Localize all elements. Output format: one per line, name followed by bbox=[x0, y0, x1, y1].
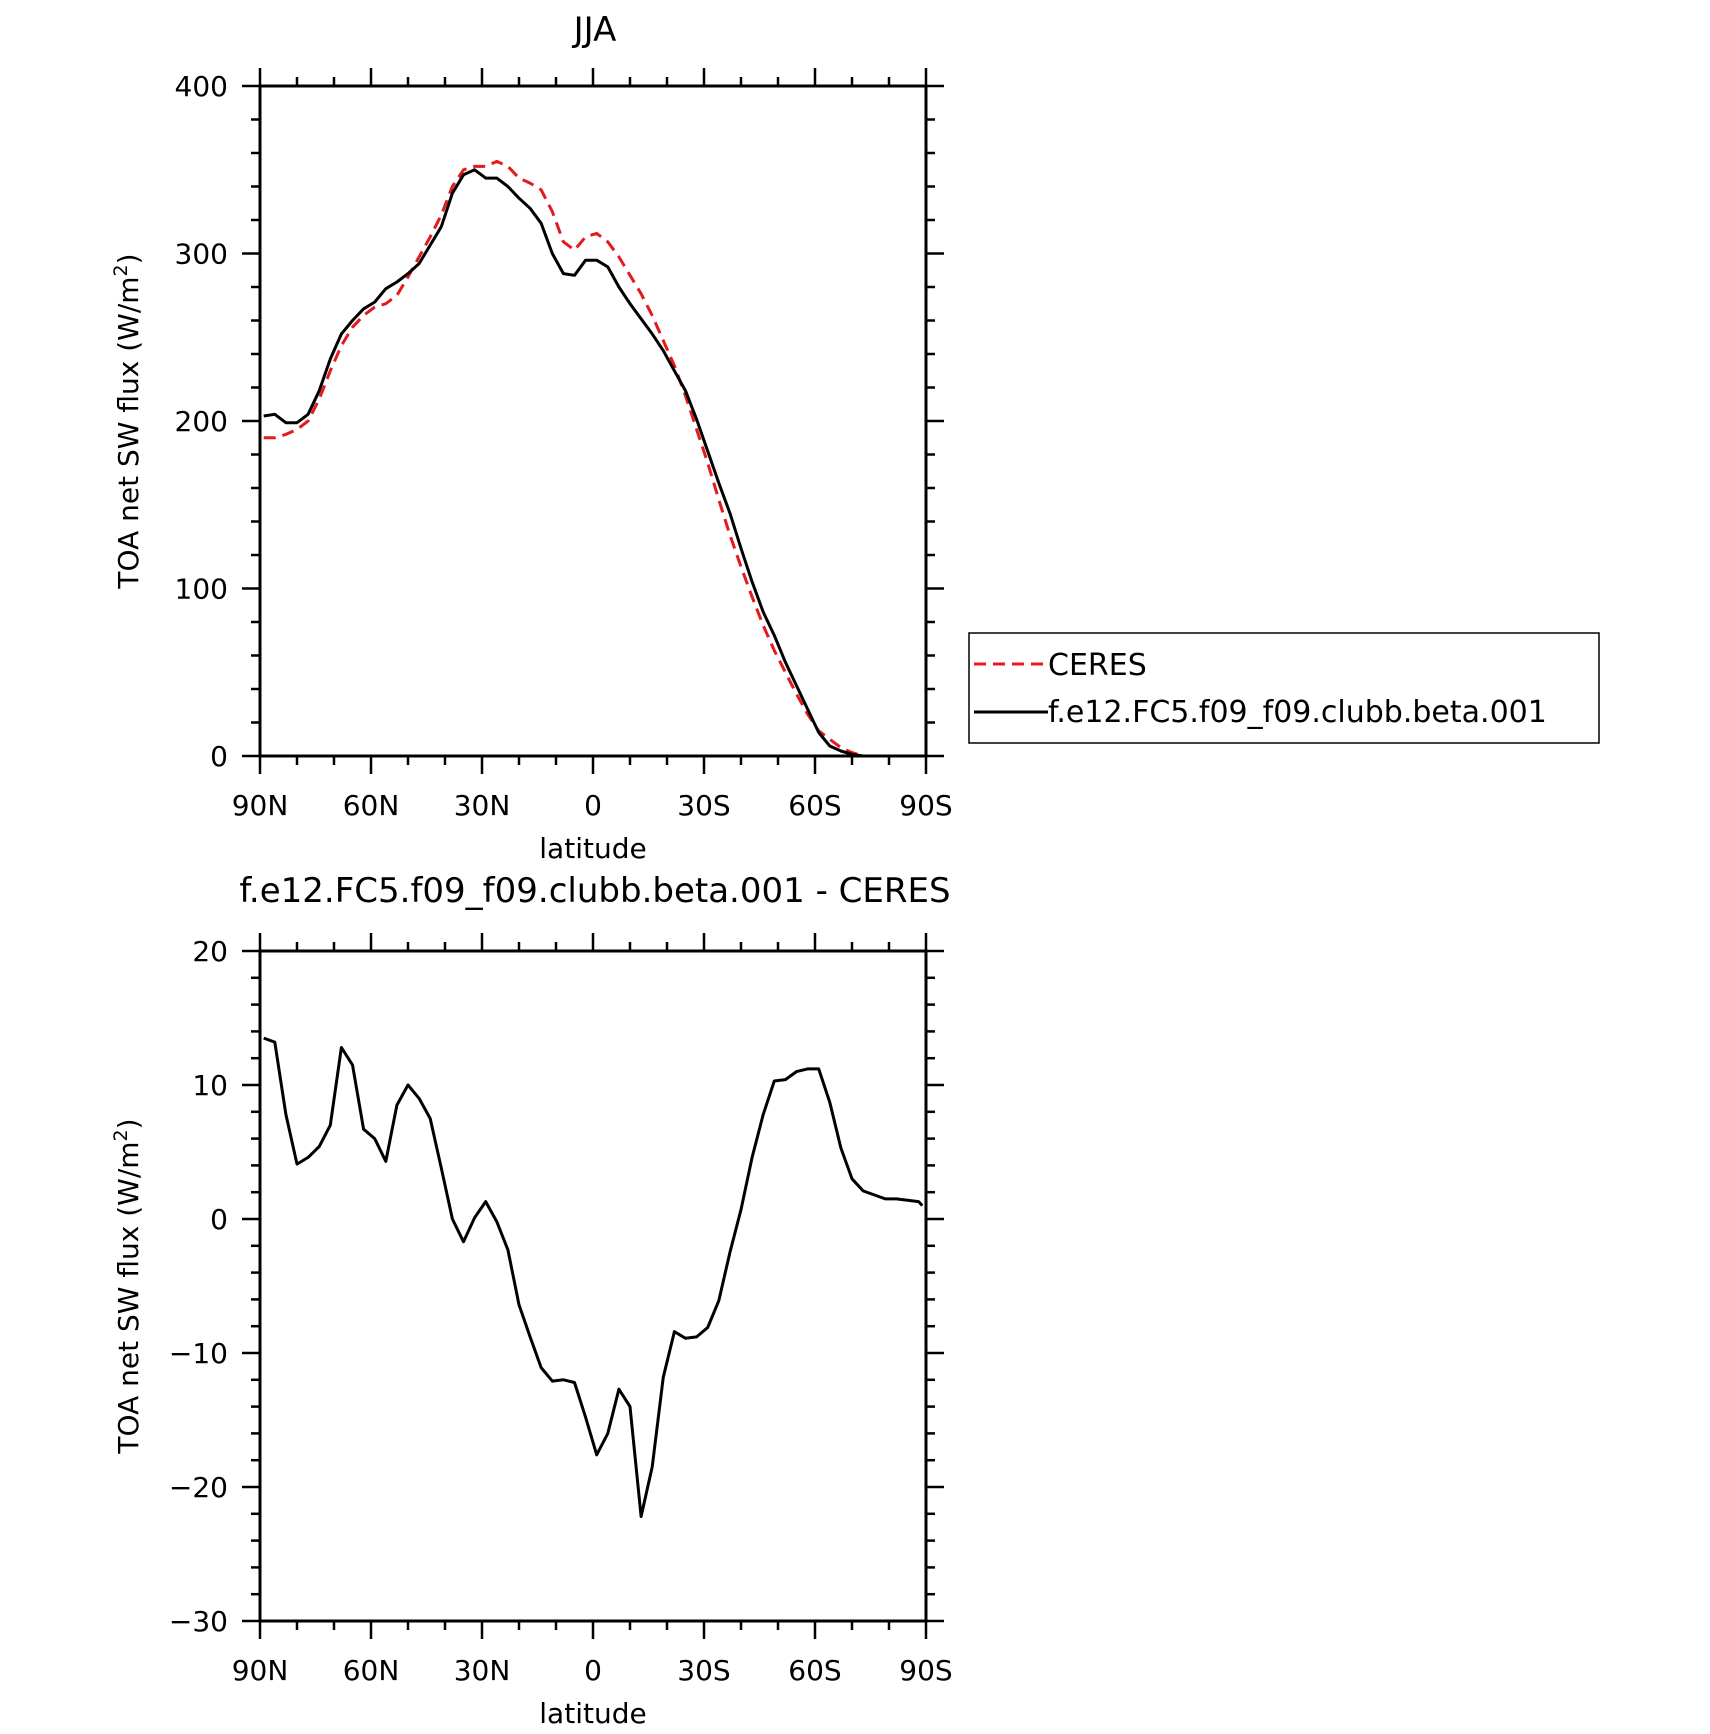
y-tick-label: 400 bbox=[175, 70, 228, 103]
plot-frame bbox=[258, 949, 928, 1623]
y-tick-label: −10 bbox=[169, 1337, 228, 1370]
y-axis-label: TOA net SW flux (W/m2) bbox=[110, 1118, 145, 1454]
y-axis-label-superscript: 2 bbox=[110, 1129, 132, 1141]
y-axis-label-end: ) bbox=[112, 1118, 145, 1129]
x-tick-label: 90S bbox=[899, 1654, 952, 1687]
x-axis: 90N 60N 30N 0 30S 60S 90S bbox=[232, 68, 953, 822]
legend-label-ceres: CERES bbox=[1048, 648, 1147, 683]
series-line-model bbox=[263, 1036, 924, 1518]
y-tick-label: 0 bbox=[210, 1203, 228, 1236]
plot-frame bbox=[258, 84, 928, 758]
y-tick-label: 100 bbox=[175, 573, 228, 606]
chart-title: JJA bbox=[572, 10, 617, 50]
y-axis: −30 −20 −10 0 10 20 bbox=[169, 935, 944, 1638]
y-tick-label: 200 bbox=[175, 405, 228, 438]
x-tick-label: 90S bbox=[899, 789, 952, 822]
x-tick-label: 30N bbox=[454, 789, 511, 822]
x-tick-label: 30N bbox=[454, 1654, 511, 1687]
y-tick-label: −30 bbox=[169, 1605, 228, 1638]
x-tick-label: 60N bbox=[343, 789, 400, 822]
x-tick-label: 90N bbox=[232, 1654, 289, 1687]
series-layer bbox=[263, 159, 923, 758]
x-tick-label: 60N bbox=[343, 1654, 400, 1687]
series-line-ceres bbox=[263, 159, 923, 758]
series-line-model bbox=[263, 168, 923, 758]
x-tick-label: 60S bbox=[788, 789, 841, 822]
y-tick-label: 0 bbox=[210, 740, 228, 773]
series-layer bbox=[263, 1036, 924, 1518]
y-tick-label: −20 bbox=[169, 1471, 228, 1504]
legend-label-model: f.e12.FC5.f09_f09.clubb.beta.001 bbox=[1048, 695, 1547, 730]
y-axis-label-superscript: 2 bbox=[110, 264, 132, 276]
y-axis-label: TOA net SW flux (W/m2) bbox=[110, 253, 145, 589]
y-axis-label-main: TOA net SW flux (W/m bbox=[112, 1141, 145, 1454]
y-axis: 0 100 200 300 400 bbox=[175, 70, 944, 773]
y-axis-label-main: TOA net SW flux (W/m bbox=[112, 276, 145, 589]
chart-title: f.e12.FC5.f09_f09.clubb.beta.001 - CERES bbox=[239, 871, 950, 911]
x-axis: 90N 60N 30N 0 30S 60S 90S bbox=[232, 933, 953, 1687]
x-tick-label: 30S bbox=[677, 1654, 730, 1687]
x-tick-label: 90N bbox=[232, 789, 289, 822]
x-tick-label: 30S bbox=[677, 789, 730, 822]
x-tick-label: 0 bbox=[584, 789, 602, 822]
panel-jja: JJA 90N 60N 30N 0 30S 60S 90S 0 100 200 300 400 la… bbox=[110, 10, 953, 865]
x-tick-label: 60S bbox=[788, 1654, 841, 1687]
legend-frame bbox=[968, 632, 1600, 744]
y-tick-label: 20 bbox=[192, 935, 228, 968]
x-tick-label: 0 bbox=[584, 1654, 602, 1687]
x-axis-label: latitude bbox=[539, 832, 646, 865]
legend: CERES f.e12.FC5.f09_f09.clubb.beta.001 bbox=[968, 632, 1600, 744]
y-tick-label: 300 bbox=[175, 238, 228, 271]
y-axis-label-end: ) bbox=[112, 253, 145, 264]
y-tick-label: 10 bbox=[192, 1069, 228, 1102]
x-axis-label: latitude bbox=[539, 1697, 646, 1730]
panel-difference: f.e12.FC5.f09_f09.clubb.beta.001 - CERES… bbox=[110, 871, 953, 1730]
